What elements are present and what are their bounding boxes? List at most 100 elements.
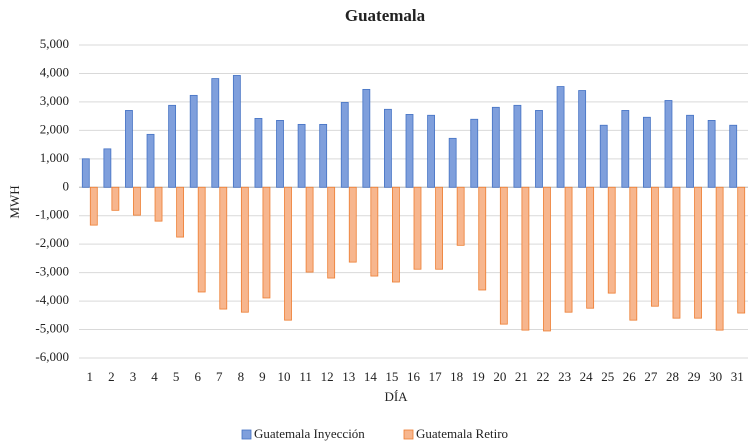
legend-label: Guatemala Inyección <box>254 426 365 441</box>
bar <box>189 94 198 188</box>
x-tick-label: 8 <box>238 369 245 384</box>
bar <box>219 186 228 310</box>
legend-swatch <box>403 429 414 440</box>
bar <box>297 123 306 188</box>
legend-label: Guatemala Retiro <box>416 426 508 441</box>
bar <box>642 116 651 188</box>
bar <box>499 186 508 325</box>
bar <box>456 186 465 246</box>
y-axis-title: MWH <box>7 185 22 218</box>
bar <box>370 186 379 277</box>
bar <box>319 123 328 188</box>
x-tick-label: 7 <box>216 369 223 384</box>
bar <box>478 186 487 291</box>
x-axis-title: DÍA <box>384 389 408 404</box>
bar <box>413 186 422 270</box>
legend-swatch <box>241 429 252 440</box>
bar <box>305 186 314 273</box>
bar <box>81 158 90 188</box>
y-tick-label: -6,000 <box>35 349 69 364</box>
x-tick-label: 19 <box>472 369 485 384</box>
bar <box>586 186 595 309</box>
bar <box>133 186 141 216</box>
bar <box>211 78 220 188</box>
bar <box>340 102 349 188</box>
bar <box>629 186 638 321</box>
x-tick-label: 3 <box>130 369 137 384</box>
bar <box>284 186 292 321</box>
bar <box>384 108 392 188</box>
bar <box>362 88 371 188</box>
bar <box>89 186 98 226</box>
y-tick-label: -3,000 <box>35 264 69 279</box>
bar <box>232 75 241 188</box>
bar <box>607 186 616 294</box>
x-tick-label: 28 <box>666 369 679 384</box>
x-tick-label: 6 <box>194 369 201 384</box>
x-tick-label: 1 <box>87 369 94 384</box>
x-tick-label: 13 <box>342 369 355 384</box>
bar <box>154 186 163 222</box>
bar <box>556 86 565 188</box>
bar <box>543 186 551 332</box>
bar <box>240 186 249 313</box>
chart-title: Guatemala <box>345 6 426 25</box>
bar <box>448 137 457 188</box>
x-tick-label: 5 <box>173 369 180 384</box>
bar <box>392 186 400 283</box>
y-tick-label: 1,000 <box>40 150 69 165</box>
bar <box>564 186 573 313</box>
y-tick-label: 2,000 <box>40 121 69 136</box>
x-tick-label: 31 <box>731 369 744 384</box>
x-tick-label: 10 <box>278 369 291 384</box>
bar <box>176 186 185 238</box>
y-tick-label: -1,000 <box>35 207 69 222</box>
x-tick-label: 25 <box>601 369 614 384</box>
bar <box>276 120 284 188</box>
bar <box>650 186 659 307</box>
bar <box>197 186 206 293</box>
y-tick-label: -2,000 <box>35 235 69 250</box>
bar <box>521 186 530 331</box>
bar <box>715 186 724 331</box>
bar <box>578 90 587 188</box>
x-tick-label: 18 <box>450 369 463 384</box>
x-tick-label: 24 <box>580 369 594 384</box>
bar <box>168 104 177 188</box>
x-tick-label: 4 <box>151 369 158 384</box>
x-tick-label: 22 <box>536 369 549 384</box>
bar <box>599 124 608 188</box>
x-tick-label: 29 <box>688 369 701 384</box>
bar <box>435 186 443 270</box>
x-tick-label: 21 <box>515 369 528 384</box>
bar <box>694 186 702 319</box>
x-tick-label: 15 <box>385 369 398 384</box>
bar <box>348 186 357 263</box>
x-tick-label: 16 <box>407 369 421 384</box>
y-tick-label: 5,000 <box>40 36 69 51</box>
bar <box>686 114 694 188</box>
y-tick-label: -5,000 <box>35 321 69 336</box>
bar <box>664 100 673 188</box>
bar <box>729 124 738 188</box>
x-tick-label: 17 <box>429 369 443 384</box>
x-tick-label: 20 <box>493 369 506 384</box>
x-tick-label: 26 <box>623 369 637 384</box>
bar <box>427 114 435 188</box>
x-tick-label: 12 <box>321 369 334 384</box>
bar <box>103 148 112 188</box>
bar <box>262 186 271 299</box>
bar <box>254 118 263 188</box>
bar <box>672 186 681 319</box>
y-tick-label: 3,000 <box>40 93 69 108</box>
x-tick-label: 30 <box>709 369 722 384</box>
bar <box>470 118 479 188</box>
bar <box>707 120 716 188</box>
y-tick-label: 4,000 <box>40 64 69 79</box>
bar <box>111 186 120 211</box>
bar <box>146 133 155 188</box>
x-tick-label: 11 <box>299 369 312 384</box>
bar <box>621 110 630 188</box>
y-tick-label: 0 <box>63 178 70 193</box>
